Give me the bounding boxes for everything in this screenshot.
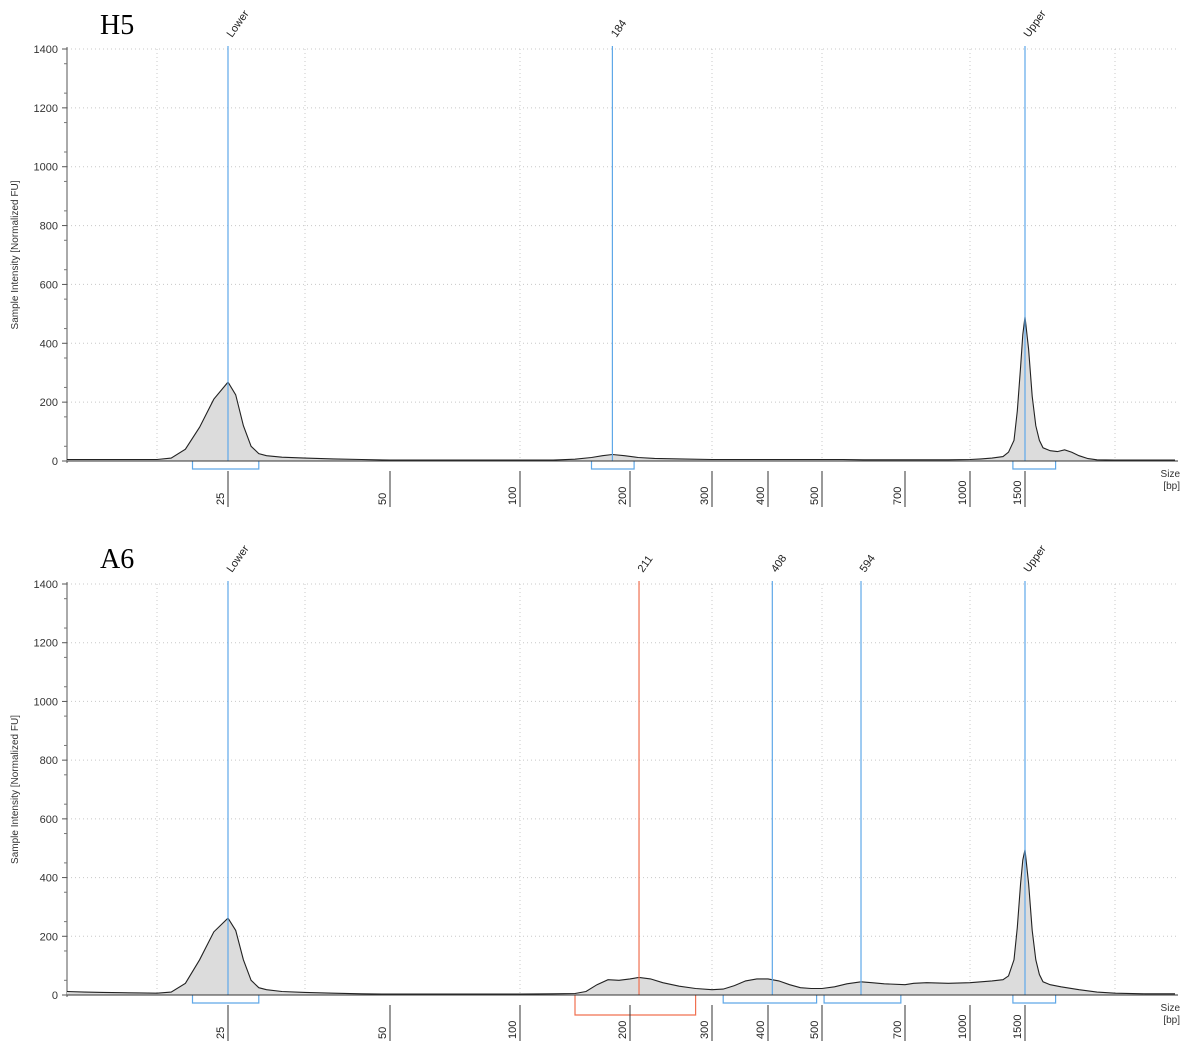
x-axis-unit: [bp]	[1163, 481, 1180, 492]
x-tick-label: 500	[809, 1021, 821, 1039]
y-tick-label: 0	[52, 456, 58, 468]
y-axis-label: Sample Intensity [Normalized FU]	[10, 180, 21, 329]
y-axis-label: Sample Intensity [Normalized FU]	[10, 715, 21, 864]
chart-panel: 0 200 400 600 800 1000 1200 1400 Sample Intensit…	[10, 8, 1180, 507]
chart-title-a6: A6	[100, 544, 135, 575]
y-tick-label: 200	[40, 931, 58, 943]
x-tick-label: 400	[755, 1021, 767, 1039]
x-tick-label: 100	[507, 487, 519, 505]
trace-fill	[67, 316, 1175, 461]
peak-bracket	[722, 995, 818, 1004]
x-tick-label: 300	[699, 1021, 711, 1039]
x-tick-label: 400	[755, 487, 767, 505]
x-axis-label: Size	[1161, 1003, 1181, 1014]
x-tick-label: 200	[617, 487, 629, 505]
y-tick-label: 600	[40, 814, 58, 826]
peak-bracket	[191, 461, 260, 470]
x-tick-label: 50	[377, 1027, 389, 1039]
y-tick-label: 1200	[34, 638, 58, 650]
x-tick-label: 1000	[957, 481, 969, 505]
x-tick-label: 25	[215, 493, 227, 505]
peak-bracket	[1012, 461, 1057, 470]
x-tick-label: 1000	[957, 1015, 969, 1039]
x-tick-label: 1500	[1012, 1015, 1024, 1039]
x-tick-label: 50	[377, 493, 389, 505]
trace-line	[66, 849, 1175, 995]
peak-label: 184	[609, 18, 629, 40]
peak-bracket	[823, 995, 902, 1004]
y-tick-label: 1200	[34, 103, 58, 115]
x-axis-unit: [bp]	[1163, 1015, 1180, 1026]
peak-bracket	[191, 995, 260, 1004]
x-tick-label: 25	[215, 1027, 227, 1039]
y-tick-label: 200	[40, 397, 58, 409]
y-tick-label: 1000	[34, 162, 58, 174]
y-tick-label: 1000	[34, 696, 58, 708]
peak-bracket	[1012, 995, 1057, 1004]
y-tick-label: 800	[40, 755, 58, 767]
x-tick-label: 1500	[1012, 481, 1024, 505]
trace-fill	[67, 849, 1175, 995]
x-tick-label: 100	[507, 1021, 519, 1039]
x-tick-label: 700	[892, 1021, 904, 1039]
x-axis-label: Size	[1161, 469, 1181, 480]
x-tick-label: 500	[809, 487, 821, 505]
y-tick-label: 400	[40, 338, 58, 350]
y-tick-label: 800	[40, 221, 58, 233]
y-tick-label: 1400	[34, 579, 58, 591]
trace-line	[67, 316, 1175, 461]
x-tick-label: 700	[892, 487, 904, 505]
chart-panel: 0 200 400 600 800 1000 1200 1400 Sample Intensit…	[10, 543, 1180, 1041]
peak-label: 594	[858, 553, 878, 575]
y-tick-label: 1400	[34, 44, 58, 56]
peak-label: Upper	[1022, 543, 1049, 575]
peak-label: Upper	[1022, 8, 1049, 40]
peak-label: 408	[769, 553, 789, 575]
chart-title-h5: H5	[100, 10, 135, 41]
peak-bracket	[574, 995, 697, 1016]
x-tick-label: 300	[699, 487, 711, 505]
peak-bracket	[590, 461, 635, 470]
y-tick-label: 600	[40, 279, 58, 291]
peak-label: Lower	[225, 8, 252, 40]
y-tick-label: 400	[40, 873, 58, 885]
peak-label: Lower	[225, 543, 252, 575]
peak-label: 211	[636, 553, 656, 574]
y-tick-label: 0	[52, 990, 58, 1002]
x-tick-label: 200	[617, 1021, 629, 1039]
